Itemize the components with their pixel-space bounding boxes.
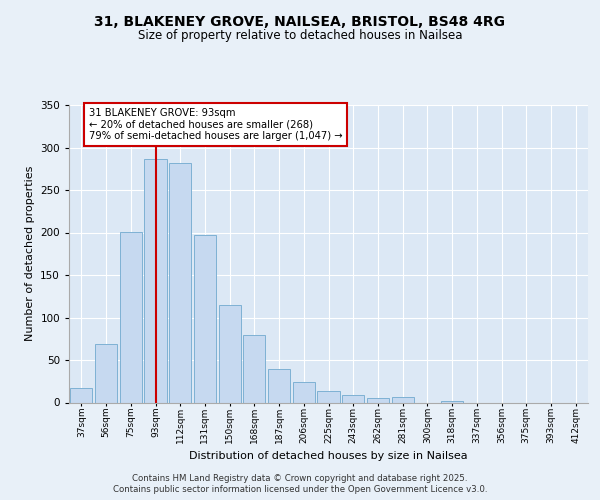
Bar bbox=[218, 304, 241, 402]
Text: Contains HM Land Registry data © Crown copyright and database right 2025.: Contains HM Land Registry data © Crown c… bbox=[132, 474, 468, 483]
Bar bbox=[145, 160, 167, 402]
Bar bbox=[169, 163, 191, 402]
Bar bbox=[243, 336, 265, 402]
Text: Size of property relative to detached houses in Nailsea: Size of property relative to detached ho… bbox=[138, 29, 462, 42]
Bar bbox=[293, 382, 315, 402]
Text: 31, BLAKENEY GROVE, NAILSEA, BRISTOL, BS48 4RG: 31, BLAKENEY GROVE, NAILSEA, BRISTOL, BS… bbox=[95, 15, 505, 29]
Bar bbox=[392, 396, 414, 402]
X-axis label: Distribution of detached houses by size in Nailsea: Distribution of detached houses by size … bbox=[189, 452, 468, 462]
Bar bbox=[119, 232, 142, 402]
Bar bbox=[268, 370, 290, 402]
Bar bbox=[317, 390, 340, 402]
Bar bbox=[194, 235, 216, 402]
Bar bbox=[95, 344, 117, 403]
Y-axis label: Number of detached properties: Number of detached properties bbox=[25, 166, 35, 342]
Bar bbox=[70, 388, 92, 402]
Text: 31 BLAKENEY GROVE: 93sqm
← 20% of detached houses are smaller (268)
79% of semi-: 31 BLAKENEY GROVE: 93sqm ← 20% of detach… bbox=[89, 108, 343, 141]
Bar bbox=[367, 398, 389, 402]
Bar bbox=[441, 401, 463, 402]
Text: Contains public sector information licensed under the Open Government Licence v3: Contains public sector information licen… bbox=[113, 485, 487, 494]
Bar bbox=[342, 395, 364, 402]
